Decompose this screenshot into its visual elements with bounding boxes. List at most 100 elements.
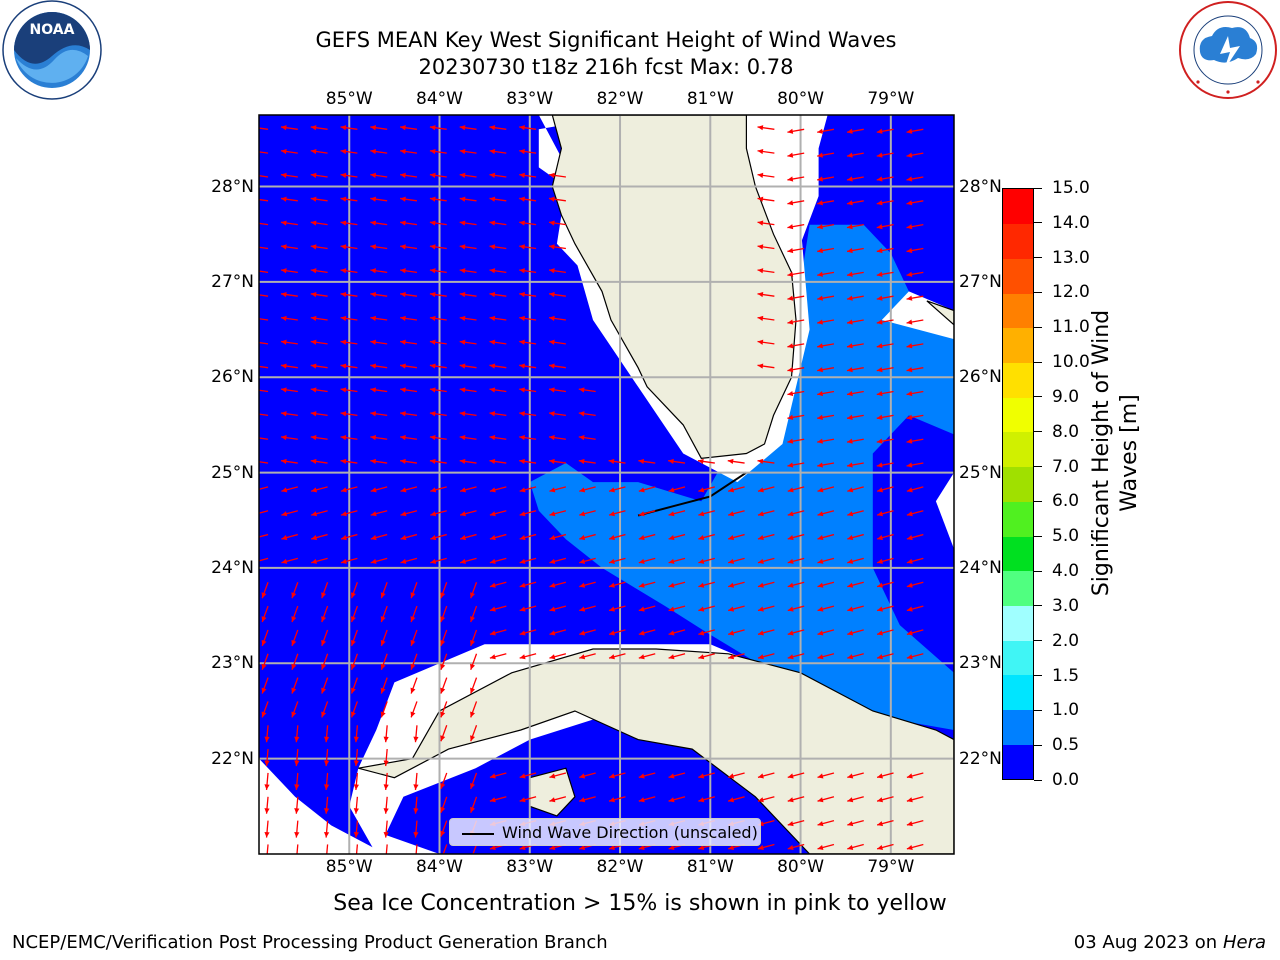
wind-arrow-head bbox=[310, 268, 317, 274]
wind-arrow-head bbox=[579, 654, 586, 660]
wind-arrow-head bbox=[400, 315, 406, 321]
wind-arrow-head bbox=[817, 128, 823, 134]
wind-arrow-head bbox=[519, 291, 525, 298]
wind-arrow-head bbox=[519, 654, 526, 660]
wind-arrow-head bbox=[310, 458, 317, 465]
noaa-logo: NOAA bbox=[2, 0, 102, 100]
wind-arrow-head bbox=[281, 535, 288, 541]
wind-arrow-head bbox=[400, 125, 406, 131]
land-cuba bbox=[358, 648, 954, 854]
wind-arrow-head bbox=[578, 411, 585, 417]
wind-arrow-head bbox=[787, 606, 794, 612]
colorbar-segment bbox=[1003, 397, 1033, 433]
wind-arrow-head bbox=[310, 172, 317, 178]
wind-arrow-head bbox=[549, 196, 555, 202]
wind-arrow-head bbox=[400, 268, 406, 274]
wind-arrow-head bbox=[519, 125, 525, 131]
wind-arrow-head bbox=[459, 291, 466, 298]
wind-arrow-head bbox=[280, 220, 287, 226]
wind-arrow-head bbox=[440, 782, 446, 789]
wind-arrow-head bbox=[519, 411, 525, 417]
wind-arrow bbox=[355, 844, 359, 854]
wind-arrow-head bbox=[638, 654, 645, 660]
wind-arrow-head bbox=[410, 639, 416, 646]
wind-arrow-head bbox=[489, 511, 496, 517]
wind-arrow-head bbox=[549, 220, 555, 226]
wind-arrow-head bbox=[906, 200, 913, 206]
wind-arrow-head bbox=[400, 244, 406, 250]
wind-arrow-head bbox=[817, 343, 823, 349]
colorbar-tick bbox=[1034, 257, 1042, 259]
wind-arrow-head bbox=[579, 773, 586, 779]
wind-arrow bbox=[472, 844, 478, 854]
wind-arrow-head bbox=[489, 582, 496, 588]
wind-arrow-head bbox=[380, 663, 386, 670]
wind-arrow-head bbox=[757, 458, 764, 465]
wind-arrow-head bbox=[668, 458, 674, 465]
wind-arrow-head bbox=[489, 125, 496, 131]
wind-arrow-head bbox=[817, 606, 824, 612]
wind-arrow-head bbox=[817, 654, 824, 660]
wind-arrow-head bbox=[370, 339, 377, 345]
wind-arrow-head bbox=[383, 784, 389, 790]
colorbar-segment bbox=[1003, 536, 1033, 572]
lat-label-left: 25°N bbox=[211, 462, 254, 483]
wind-arrow-head bbox=[400, 339, 406, 345]
wind-arrow-head bbox=[578, 458, 585, 465]
wind-arrow-head bbox=[489, 363, 496, 369]
wind-arrow-head bbox=[549, 654, 556, 660]
wind-arrow-head bbox=[579, 606, 586, 612]
wind-arrow-head bbox=[579, 558, 586, 564]
wind-arrow-head bbox=[817, 271, 823, 277]
wind-arrow-head bbox=[549, 511, 556, 517]
wind-arrow-head bbox=[340, 244, 347, 250]
wind-arrow-head bbox=[668, 606, 675, 612]
wind-arrow-head bbox=[261, 592, 267, 599]
colorbar-tick bbox=[1034, 361, 1042, 363]
wind-arrow-head bbox=[281, 511, 288, 517]
wind-arrow-head bbox=[400, 196, 406, 202]
wind-arrow-head bbox=[459, 148, 466, 155]
colorbar-tick-label: 0.5 bbox=[1052, 735, 1080, 756]
wind-arrow-head bbox=[261, 663, 267, 670]
wind-arrow-head bbox=[470, 854, 475, 860]
wind-arrow-head bbox=[847, 535, 854, 541]
colorbar-segment bbox=[1003, 744, 1033, 780]
wind-arrow-head bbox=[311, 487, 318, 493]
colorbar-tick-label: 10.0 bbox=[1052, 352, 1090, 373]
wind-arrow-head bbox=[817, 630, 824, 636]
colorbar-tick-label: 7.0 bbox=[1052, 456, 1080, 477]
wind-arrow-head bbox=[846, 414, 853, 420]
wind-arrow-head bbox=[549, 315, 555, 321]
wind-arrow-head bbox=[429, 315, 436, 321]
wind-arrow-head bbox=[430, 487, 437, 493]
wind-arrow-head bbox=[668, 535, 675, 541]
wind-arrow-head bbox=[817, 535, 824, 541]
lon-label-top: 80°W bbox=[777, 89, 825, 109]
wind-arrow-head bbox=[846, 367, 853, 373]
sea-ice-note: Sea Ice Concentration > 15% is shown in … bbox=[333, 891, 947, 916]
wind-arrow-head bbox=[876, 152, 883, 158]
wind-arrow-head bbox=[310, 244, 317, 250]
wind-arrow-head bbox=[383, 831, 389, 838]
wind-arrow-head bbox=[519, 844, 526, 850]
wind-arrow-head bbox=[787, 295, 794, 301]
wind-arrow-head bbox=[350, 687, 356, 694]
wind-arrow-head bbox=[846, 295, 853, 301]
wind-arrow-head bbox=[846, 319, 853, 325]
wind-arrow-head bbox=[251, 340, 257, 345]
wind-arrow-head bbox=[877, 535, 883, 541]
wind-arrow-head bbox=[817, 487, 824, 493]
wind-wave-arrows bbox=[251, 125, 924, 860]
wind-arrow-head bbox=[578, 387, 585, 393]
colorbar-tick bbox=[1034, 466, 1042, 468]
wind-arrow-head bbox=[413, 736, 419, 743]
wind-arrow-head bbox=[251, 197, 257, 202]
wind-arrow-head bbox=[698, 535, 705, 541]
wind-arrow-head bbox=[370, 363, 377, 369]
lon-label-bottom: 80°W bbox=[777, 857, 825, 877]
legend-line-icon bbox=[462, 833, 494, 835]
wind-arrow bbox=[259, 557, 269, 562]
wind-arrow-head bbox=[787, 511, 794, 517]
colorbar-tick-label: 5.0 bbox=[1052, 526, 1080, 547]
